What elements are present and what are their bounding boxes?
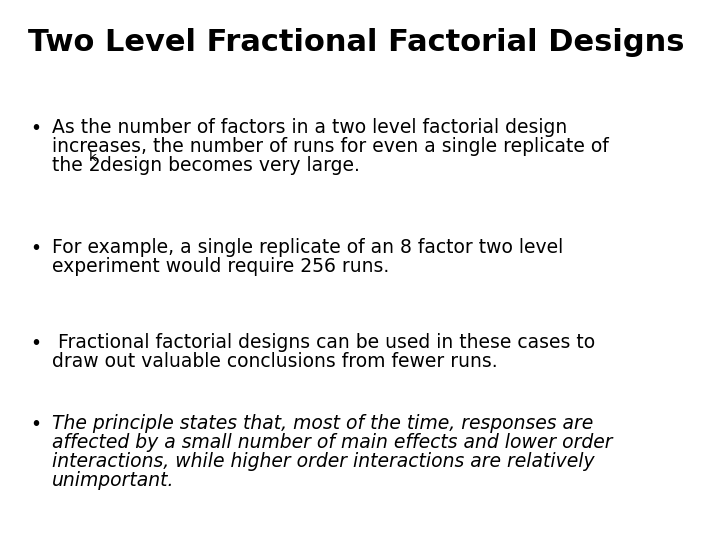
Text: draw out valuable conclusions from fewer runs.: draw out valuable conclusions from fewer… <box>52 352 498 371</box>
Text: the 2: the 2 <box>52 156 101 175</box>
Text: Fractional factorial designs can be used in these cases to: Fractional factorial designs can be used… <box>52 333 595 352</box>
Text: •: • <box>30 334 41 353</box>
Text: Two Level Fractional Factorial Designs: Two Level Fractional Factorial Designs <box>28 28 685 57</box>
Text: unimportant.: unimportant. <box>52 471 174 490</box>
Text: design becomes very large.: design becomes very large. <box>94 156 360 175</box>
Text: •: • <box>30 415 41 434</box>
Text: interactions, while higher order interactions are relatively: interactions, while higher order interac… <box>52 452 595 471</box>
Text: The principle states that, most of the time, responses are: The principle states that, most of the t… <box>52 414 593 433</box>
Text: As the number of factors in a two level factorial design: As the number of factors in a two level … <box>52 118 567 137</box>
Text: affected by a small number of main effects and lower order: affected by a small number of main effec… <box>52 433 613 452</box>
Text: experiment would require 256 runs.: experiment would require 256 runs. <box>52 257 390 276</box>
Text: For example, a single replicate of an 8 factor two level: For example, a single replicate of an 8 … <box>52 238 563 257</box>
Text: k: k <box>89 151 96 164</box>
Text: •: • <box>30 239 41 258</box>
Text: increases, the number of runs for even a single replicate of: increases, the number of runs for even a… <box>52 137 608 156</box>
Text: •: • <box>30 119 41 138</box>
